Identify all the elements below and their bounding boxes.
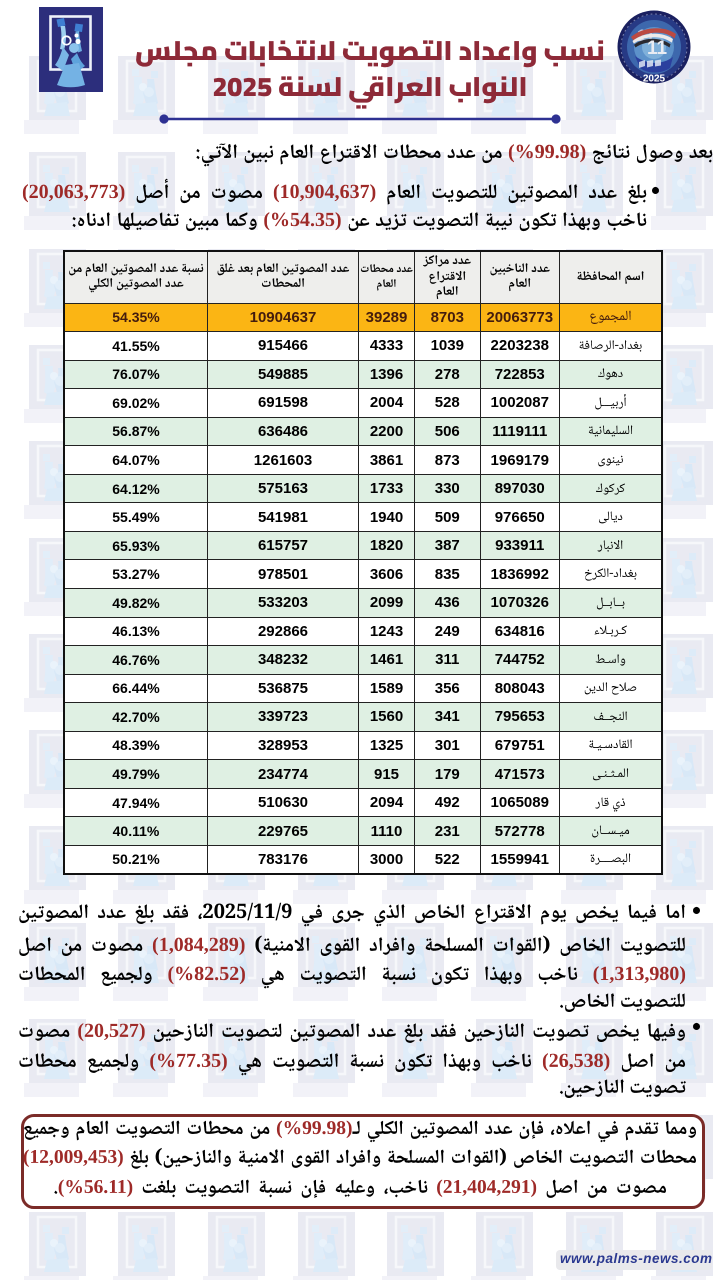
svg-text:2025: 2025 [643, 74, 666, 85]
svg-text:11: 11 [647, 38, 668, 59]
